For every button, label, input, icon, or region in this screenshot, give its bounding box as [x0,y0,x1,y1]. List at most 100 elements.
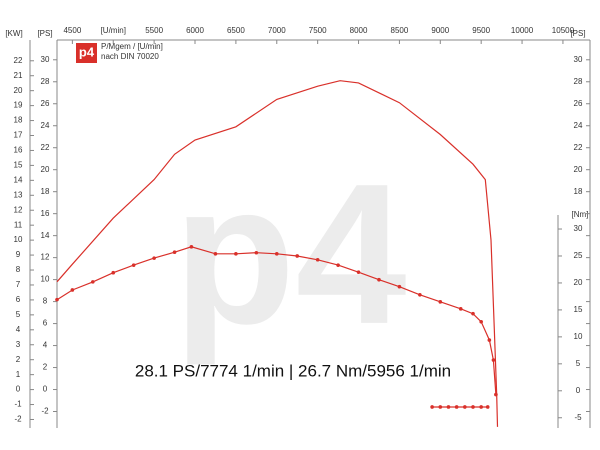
marker [430,405,434,409]
x-tick-label: 7500 [309,26,327,35]
y-tick-label: -2 [41,407,49,416]
y2-tick-label: -5 [574,413,582,422]
y-tick-label: 24 [41,121,50,130]
kw-tick-label: 21 [14,71,23,80]
marker [55,297,59,302]
kw-tick-label: 4 [16,325,21,334]
marker [458,307,463,311]
y-tick-label: 30 [41,55,50,64]
y-tick-label-right: 24 [574,121,583,130]
y-tick-label: 10 [41,275,50,284]
y-tick-label-right: 26 [574,99,583,108]
marker [254,250,259,255]
y-tick-label-right: 30 [574,55,583,64]
marker [213,252,218,256]
marker [397,284,402,289]
y-tick-label-right: 20 [574,165,583,174]
series-line [56,80,499,427]
x-tick-label: 8000 [350,26,368,35]
marker [131,263,136,267]
kw-tick-label: 18 [14,116,23,125]
x-tick-label: 6000 [186,26,204,35]
y-tick-label-right: 18 [574,187,583,196]
x-tick-label: 6500 [227,26,245,35]
marker [487,338,492,342]
marker [471,311,475,316]
y-tick-label: 8 [43,297,48,306]
marker [438,300,443,304]
marker [295,254,300,258]
kw-tick-label: 7 [16,280,21,289]
x-tick-label: [U/min] [101,26,126,35]
y2-tick-label: 5 [576,359,581,368]
y-tick-label: 4 [43,341,48,350]
y2-axis-label: [Nm] [572,210,589,219]
x-tick-label: 10000 [511,26,534,35]
y-tick-label-right: 22 [574,143,583,152]
y-tick-label: 22 [41,143,50,152]
marker [479,319,483,324]
y2-tick-label: 15 [574,305,583,314]
marker [471,405,475,409]
y-tick-label-right: 28 [574,77,583,86]
marker [356,270,361,274]
kw-tick-label: 1 [16,370,21,379]
y-tick-label: 12 [41,253,50,262]
marker [479,405,483,409]
marker [446,405,451,409]
kw-tick-label: 10 [14,235,23,244]
marker [454,405,459,409]
x-tick-label: 8500 [391,26,409,35]
x-tick-label: 9000 [431,26,449,35]
y-tick-label: 26 [41,99,50,108]
kw-tick-label: 2 [16,355,21,364]
marker [274,252,279,256]
x-tick-label: 5500 [145,26,163,35]
y-tick-label: 6 [43,319,48,328]
kw-tick-label: 6 [16,295,21,304]
kw-tick-label: 17 [14,131,23,140]
kw-tick-label: 3 [16,340,21,349]
kw-tick-label: 11 [14,220,23,229]
kw-tick-label: 14 [14,175,23,184]
marker [315,257,320,262]
kw-tick-label: 16 [14,146,23,155]
y-tick-label: 0 [43,385,48,394]
marker [336,263,340,267]
marker [189,245,194,249]
y2-tick-label: 30 [574,224,583,233]
kw-tick-label: 15 [14,161,23,170]
kw-tick-label: -2 [14,415,22,424]
watermark: p4 [173,143,406,366]
y-tick-label: 16 [41,209,50,218]
y-axis-label: [PS] [37,29,52,38]
kw-tick-label: 13 [14,190,23,199]
kw-tick-label: 22 [14,56,23,65]
kw-tick-label: 19 [14,101,23,110]
y-tick-label: 20 [41,165,50,174]
marker [485,405,490,409]
y-axis-label-right: [PS] [570,29,585,38]
marker [438,405,443,409]
marker [70,288,75,292]
marker [234,252,238,256]
x-tick-label: 9500 [472,26,490,35]
y2-tick-label: 0 [576,386,581,395]
marker [91,280,95,284]
x-tick-label: 10500 [552,26,575,35]
x-tick-label: 7000 [268,26,286,35]
kw-axis-label: [KW] [5,29,22,38]
marker [152,256,156,260]
marker [418,293,422,297]
annotation: 28.1 PS/7774 1/min | 26.7 Nm/5956 1/min [135,361,451,380]
kw-tick-label: 20 [14,86,23,95]
logo-box [76,43,97,63]
marker [463,405,467,409]
kw-tick-label: 0 [16,385,21,394]
y2-tick-label: 10 [574,332,583,341]
y-tick-label: 28 [41,77,50,86]
marker [111,270,116,275]
y-tick-label: 18 [41,187,50,196]
marker [494,392,498,397]
